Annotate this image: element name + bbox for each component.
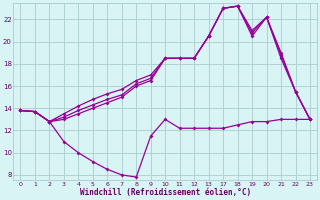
X-axis label: Windchill (Refroidissement éolien,°C): Windchill (Refroidissement éolien,°C) bbox=[80, 188, 251, 197]
